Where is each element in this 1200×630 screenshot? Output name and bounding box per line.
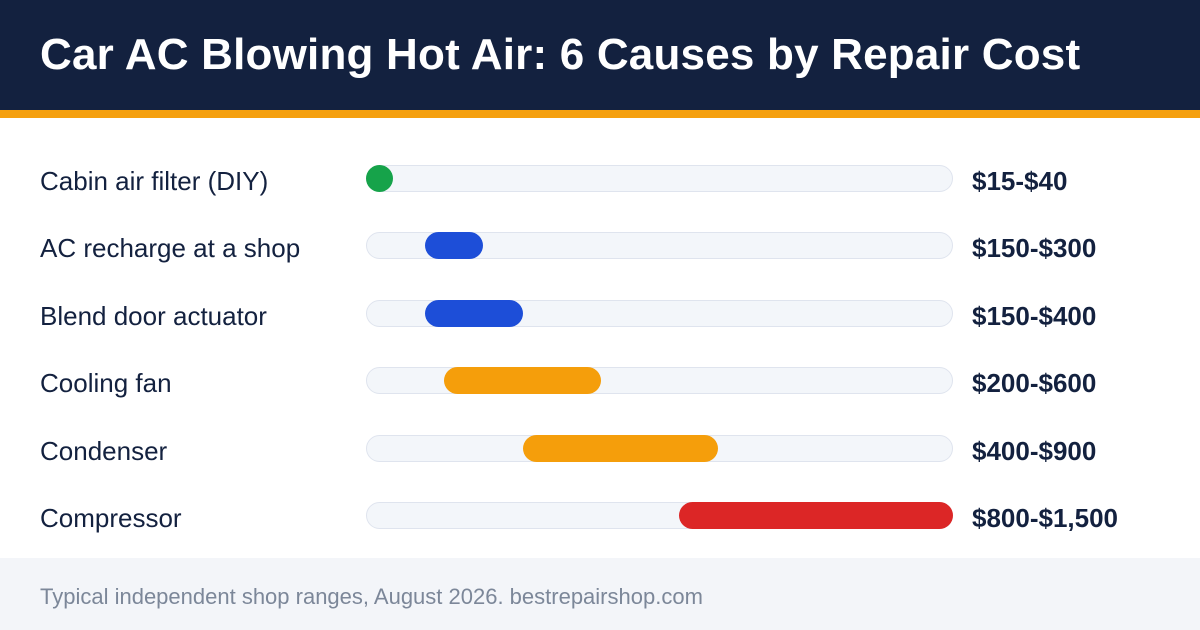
cost-range-label: $200-$600	[972, 368, 1097, 399]
chart-row: Blend door actuator $150-$400	[0, 295, 1200, 335]
footer-note: Typical independent shop ranges, August …	[40, 584, 703, 609]
cost-range-label: $150-$400	[972, 300, 1097, 331]
repair-cost-chart: Cabin air filter (DIY) $15-$40 AC recharge…	[0, 118, 1200, 558]
cost-range-bar	[424, 232, 484, 260]
category-label: AC recharge at a shop	[40, 233, 301, 264]
cost-range-label: $400-$900	[972, 435, 1097, 466]
cost-range-bar	[444, 367, 601, 395]
category-label: Cooling fan	[40, 368, 172, 399]
cost-range-bar	[424, 299, 523, 327]
chart-row: Compressor $800-$1,500	[0, 497, 1200, 537]
category-label: Blend door actuator	[40, 300, 267, 331]
chart-row: AC recharge at a shop $150-$300	[0, 227, 1200, 267]
cost-range-label: $800-$1,500	[972, 503, 1119, 533]
category-label: Compressor	[40, 503, 182, 533]
range-track	[366, 165, 953, 192]
cost-range-bar	[366, 165, 393, 192]
category-label: Condenser	[40, 435, 168, 466]
chart-row: Condenser $400-$900	[0, 430, 1200, 470]
category-label: Cabin air filter (DIY)	[40, 166, 269, 196]
footer: Typical independent shop ranges, August …	[0, 558, 1200, 630]
cost-range-label: $150-$300	[972, 233, 1097, 264]
cost-range-bar	[679, 502, 953, 529]
header-banner: Car AC Blowing Hot Air: 6 Causes by Repa…	[0, 0, 1200, 110]
header-accent-stripe	[0, 110, 1200, 118]
page-title: Car AC Blowing Hot Air: 6 Causes by Repa…	[40, 30, 1081, 79]
cost-range-bar	[522, 434, 719, 462]
chart-row: Cooling fan $200-$600	[0, 362, 1200, 402]
cost-range-label: $15-$40	[972, 166, 1068, 196]
chart-row: Cabin air filter (DIY) $15-$40	[0, 160, 1200, 200]
